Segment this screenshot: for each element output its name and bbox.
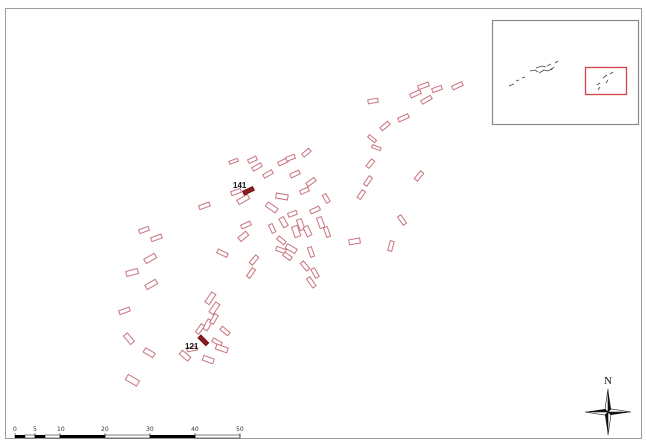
scale-tick-40: 40 bbox=[191, 426, 199, 433]
plot-label-141: 141 bbox=[233, 181, 247, 190]
plot-footprints bbox=[117, 80, 464, 387]
highlighted-plot-121[interactable]: 121 bbox=[185, 334, 210, 351]
scale-tick-50: 50 bbox=[236, 426, 244, 433]
north-arrow-icon: N bbox=[584, 375, 632, 436]
scale-tick-5: 5 bbox=[33, 426, 37, 433]
inset-extent-box bbox=[584, 66, 628, 96]
scale-tick-10: 10 bbox=[57, 426, 65, 433]
highlighted-plot-141[interactable]: 141 bbox=[233, 181, 255, 196]
scale-tick-20: 20 bbox=[101, 426, 109, 433]
scale-bar: 0 5 10 20 30 40 50 bbox=[13, 426, 244, 439]
map-border bbox=[5, 8, 642, 439]
scale-tick-0: 0 bbox=[13, 426, 17, 433]
plot-label-121: 121 bbox=[185, 342, 199, 351]
inset-overview-map bbox=[491, 19, 640, 126]
north-label: N bbox=[604, 375, 612, 387]
scale-tick-30: 30 bbox=[146, 426, 154, 433]
